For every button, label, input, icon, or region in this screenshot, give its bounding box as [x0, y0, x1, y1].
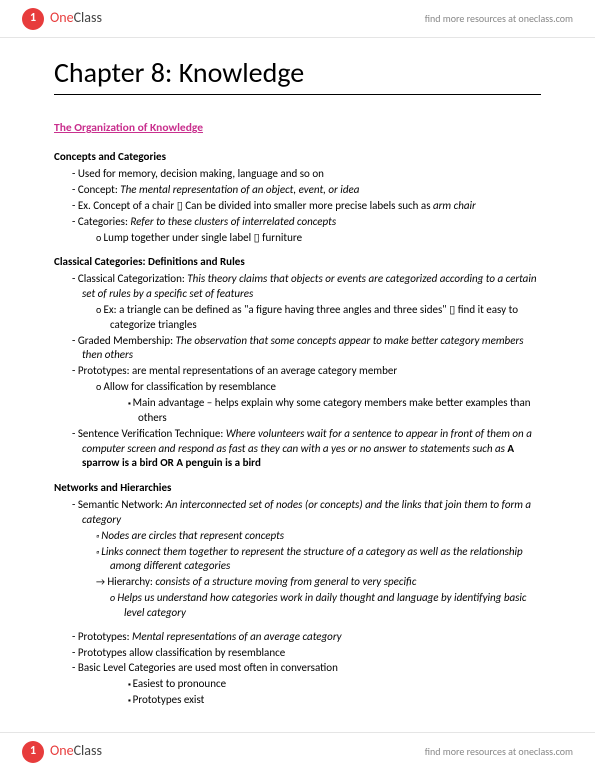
footer-tagline: find more resources at oneclass.com — [425, 745, 573, 759]
sub-sub-bullet: Main advantage – helps explain why some … — [54, 396, 541, 426]
subhead-concepts: Concepts and Categories — [54, 150, 541, 165]
sub-bullet: Ex: a triangle can be defined as "a figu… — [54, 303, 541, 333]
sub-bullet: Allow for classification by resemblance — [54, 380, 541, 395]
document-body: Chapter 8: Knowledge The Organization of… — [54, 54, 541, 716]
sub-sub-bullet: Prototypes exist — [54, 693, 541, 708]
bullet: Categories: Refer to these clusters of i… — [54, 215, 541, 230]
bullet: Prototypes: are mental representations o… — [54, 364, 541, 379]
logo-icon: 1 — [22, 8, 44, 30]
brand-logo-footer: 1 OneClass — [22, 741, 102, 763]
sub-bullet-arrow: Hierarchy: consists of a structure movin… — [54, 575, 541, 590]
logo-text: OneClass — [50, 9, 102, 28]
sub-bullet: Nodes are circles that represent concept… — [54, 529, 541, 544]
bullet: Sentence Verification Technique: Where v… — [54, 427, 541, 472]
bullet: Semantic Network: An interconnected set … — [54, 498, 541, 528]
bullet: Concept: The mental representation of an… — [54, 183, 541, 198]
bullet: Prototypes: Mental representations of an… — [54, 630, 541, 645]
header-tagline: find more resources at oneclass.com — [425, 12, 573, 26]
bullet: Basic Level Categories are used most oft… — [54, 661, 541, 676]
subhead-networks: Networks and Hierarchies — [54, 481, 541, 496]
brand-logo: 1 OneClass — [22, 8, 102, 30]
bullet: Prototypes allow classification by resem… — [54, 646, 541, 661]
bullet: Ex. Concept of a chair ▯ Can be divided … — [54, 199, 541, 214]
bullet: Classical Categorization: This theory cl… — [54, 272, 541, 302]
sub-bullet: Helps us understand how categories work … — [54, 591, 541, 621]
sub-bullet: Links connect them together to represent… — [54, 545, 541, 575]
footer-bar: 1 OneClass find more resources at onecla… — [0, 732, 595, 770]
header-bar: 1 OneClass find more resources at onecla… — [0, 0, 595, 38]
chapter-title: Chapter 8: Knowledge — [54, 54, 541, 95]
subhead-classical: Classical Categories: Definitions and Ru… — [54, 255, 541, 270]
sub-sub-bullet: Easiest to pronounce — [54, 677, 541, 692]
bullet: Used for memory, decision making, langua… — [54, 167, 541, 182]
bullet: Graded Membership: The observation that … — [54, 334, 541, 364]
logo-text: OneClass — [50, 742, 102, 761]
sub-bullet: Lump together under single label ▯ furni… — [54, 231, 541, 246]
section-heading-organization: The Organization of Knowledge — [54, 121, 541, 137]
logo-icon: 1 — [22, 741, 44, 763]
